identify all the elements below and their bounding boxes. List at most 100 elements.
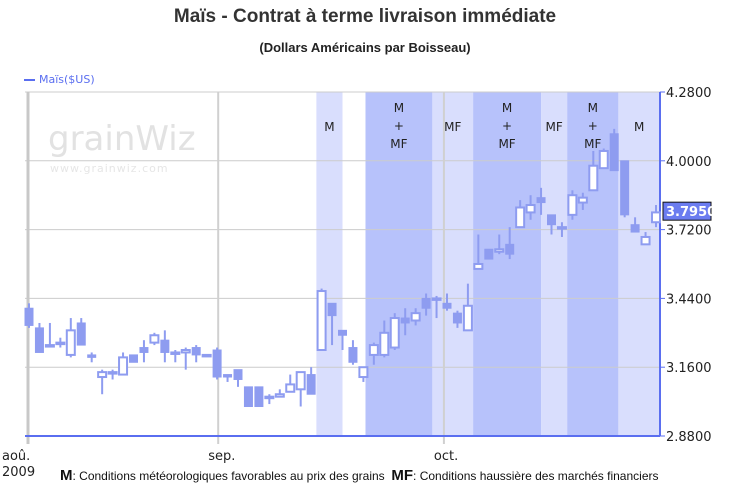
candle-body-down	[212, 349, 222, 378]
band-label: +	[394, 119, 404, 133]
candle	[264, 394, 275, 405]
band-label: M	[502, 101, 512, 115]
x-tick-label: aoû.	[2, 449, 30, 464]
candle-body-up	[473, 263, 484, 270]
candle	[556, 222, 567, 237]
band-medium	[473, 92, 542, 436]
candle-body-up	[170, 351, 181, 355]
candle	[525, 195, 536, 220]
chart-title: Maïs - Contrat à terme livraison immédia…	[173, 6, 557, 27]
candle-body-up	[368, 344, 379, 356]
band-label: MF	[584, 137, 601, 151]
candle	[191, 345, 201, 363]
candle	[473, 234, 484, 270]
mf-text: : Conditions haussière des marchés finan…	[413, 469, 659, 483]
candle-body-down	[243, 386, 253, 408]
candle	[107, 369, 118, 380]
band-label: MF	[498, 137, 515, 151]
band-light	[316, 92, 343, 436]
band-label: +	[502, 119, 512, 133]
candle-body-up	[556, 226, 567, 230]
candle-body-down	[547, 214, 556, 226]
candle-body-up	[494, 248, 505, 253]
m-text: : Conditions météorologiques favorables …	[72, 469, 385, 483]
candle	[316, 288, 327, 351]
last-price-box	[662, 201, 712, 221]
band-label: M	[394, 101, 404, 115]
candle	[640, 232, 651, 246]
candle	[149, 332, 160, 346]
candle-body-up	[316, 290, 327, 351]
candle-body-down	[620, 160, 630, 216]
legend: Maïs($US)	[24, 73, 95, 86]
candle	[285, 374, 296, 393]
candle-body-down	[76, 322, 86, 346]
candle	[609, 128, 619, 172]
candle	[24, 303, 34, 328]
candle-body-down	[223, 374, 233, 378]
band-label: MF	[444, 120, 461, 134]
footer-legend: M: Conditions météorologiques favorables…	[60, 467, 659, 484]
candle-body-up	[567, 194, 578, 216]
candle	[243, 386, 253, 408]
candle	[76, 318, 86, 346]
y-tick-label: 4.2800	[666, 86, 712, 101]
candle	[254, 386, 264, 408]
candle	[379, 320, 390, 358]
band-medium	[365, 92, 433, 436]
candle-body-down	[87, 354, 97, 358]
x-tick-label: sep.	[208, 449, 235, 464]
candle	[201, 353, 212, 358]
band-label: MF	[545, 120, 562, 134]
candle	[505, 227, 515, 260]
candle	[400, 308, 410, 336]
candle-body-up	[55, 341, 66, 346]
candle-body-up	[358, 366, 369, 379]
candle-body-up	[462, 304, 473, 332]
legend-swatch	[24, 79, 35, 81]
candle	[421, 293, 431, 316]
candle	[494, 234, 505, 255]
watermark-url: www.grainwiz.com	[50, 162, 169, 175]
legend-label: Maïs($US)	[39, 73, 95, 86]
candle	[233, 369, 243, 387]
chart-subtitle: (Dollars Américains par Boisseau)	[259, 40, 471, 55]
candle	[577, 192, 588, 210]
candle	[588, 150, 599, 192]
candle	[327, 302, 337, 346]
mf-key: MF	[391, 467, 414, 484]
candle-body-down	[505, 243, 515, 255]
candle-body-down	[129, 354, 138, 363]
candle	[65, 318, 76, 358]
candle-body-up	[588, 164, 599, 192]
candle-body-up	[515, 206, 526, 229]
last-price-label: 3.7950	[666, 205, 716, 220]
candle	[484, 248, 494, 260]
candle	[129, 354, 138, 363]
candle	[223, 374, 233, 382]
candle	[44, 322, 55, 348]
candle	[306, 367, 316, 395]
candle-body-down	[484, 248, 494, 260]
candle	[547, 214, 556, 235]
candle-body-up	[149, 334, 160, 344]
candle-body-up	[389, 317, 400, 349]
y-tick-label: 3.4400	[666, 292, 712, 307]
candle	[34, 322, 44, 353]
candle-body-up	[431, 297, 442, 301]
candle-body-up	[180, 349, 191, 354]
candle-body-down	[421, 297, 431, 309]
candle-body-down	[327, 302, 337, 317]
candle	[567, 190, 578, 220]
candle	[160, 330, 170, 363]
candle	[515, 200, 526, 229]
candle	[410, 308, 421, 326]
candle	[389, 313, 400, 350]
candle-body-up	[379, 331, 390, 356]
candle-body-up	[65, 329, 76, 356]
candle	[295, 371, 306, 407]
band-label: M	[588, 101, 598, 115]
candle	[358, 366, 369, 382]
